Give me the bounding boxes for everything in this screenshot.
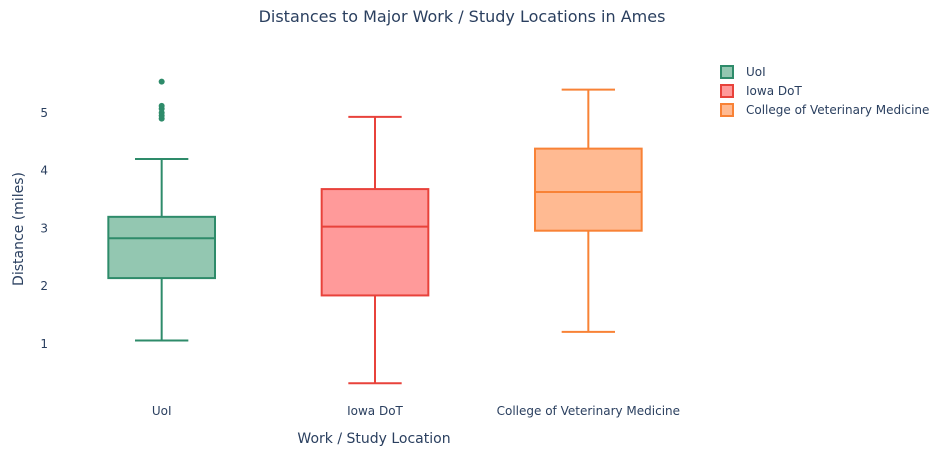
x-tick-label: UoI [152, 404, 172, 418]
chart-title: Distances to Major Work / Study Location… [259, 7, 666, 26]
legend-label: Iowa DoT [746, 84, 802, 98]
y-axis-title: Distance (miles) [11, 172, 27, 286]
legend: UoI Iowa DoT College of Veterinary Medicin… [720, 65, 929, 117]
legend-item: College of Veterinary Medicine [720, 103, 929, 117]
y-tick-label: 4 [40, 164, 48, 178]
legend-swatch [720, 103, 734, 117]
box-college-of-veterinary-medicine [534, 88, 643, 333]
x-tick-label: College of Veterinary Medicine [497, 404, 680, 418]
y-tick-label: 1 [40, 337, 48, 351]
outlier-point [158, 78, 165, 85]
x-axis-title: Work / Study Location [297, 431, 450, 447]
y-axis-ticks: 1 2 3 4 5 [40, 106, 48, 351]
legend-item: UoI [720, 65, 766, 79]
legend-label: UoI [746, 65, 766, 79]
outlier-point [158, 102, 165, 109]
plot-area [107, 78, 643, 385]
legend-item: Iowa DoT [720, 84, 802, 98]
y-tick-label: 5 [40, 106, 48, 120]
legend-label: College of Veterinary Medicine [746, 103, 929, 117]
x-tick-label: Iowa DoT [347, 404, 403, 418]
interquartile-box [534, 147, 643, 232]
box-iowa-dot [320, 115, 430, 385]
legend-swatch [720, 84, 734, 98]
legend-swatch [720, 65, 734, 79]
interquartile-box [320, 188, 430, 297]
x-axis-ticks: UoI Iowa DoT College of Veterinary Medicin… [152, 404, 680, 418]
y-tick-label: 2 [40, 279, 48, 293]
box-uoi [107, 78, 216, 342]
interquartile-box [107, 215, 216, 280]
y-tick-label: 3 [40, 221, 48, 235]
